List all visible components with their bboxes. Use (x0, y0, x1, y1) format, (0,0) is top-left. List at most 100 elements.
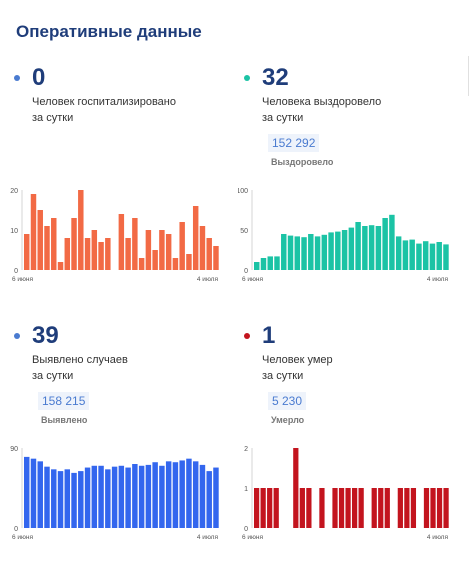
bar (319, 488, 325, 528)
bar (192, 461, 199, 528)
bar-chart: 0 50 100 6 июня 4 июля (238, 188, 449, 283)
bar (422, 241, 429, 270)
panel-deaths: 1 Человек умер за сутки 5 230 Умерло 0 1 2… (238, 316, 464, 566)
panel-hospitalized: 0 Человек госпитализировано за сутки 0 10… (8, 58, 234, 308)
bar (165, 461, 172, 528)
bar (423, 488, 430, 528)
x-tick-label: 4 июля (197, 276, 219, 283)
page-title: Оперативные данные (16, 22, 202, 41)
bar (378, 488, 384, 528)
y-tick-label: 2 (244, 446, 248, 453)
bar (105, 238, 111, 270)
bar (429, 243, 436, 270)
bar (338, 488, 345, 528)
bar (375, 226, 382, 270)
bar (132, 218, 138, 270)
bar (368, 225, 375, 270)
bar (328, 232, 334, 270)
bar (199, 226, 206, 270)
bar (395, 236, 402, 270)
panel-detected: 39 Выявлено случаев за сутки 158 215 Выя… (8, 316, 234, 566)
bar (57, 262, 64, 270)
bullet-dot (244, 333, 250, 339)
bar (179, 222, 185, 270)
headline: 1 (244, 320, 275, 352)
description-line: за сутки (32, 370, 74, 382)
bar (179, 460, 185, 528)
description-line: за сутки (262, 112, 304, 124)
bar-chart: 0 90 6 июня 4 июля (10, 446, 219, 541)
bar (314, 236, 321, 270)
bar (254, 262, 260, 270)
description: Человека выздоровело за сутки (262, 94, 452, 126)
divider (468, 56, 469, 96)
bar (30, 458, 37, 528)
description: Человек госпитализировано за сутки (32, 94, 222, 126)
bar (443, 244, 449, 270)
bar (78, 471, 84, 528)
bar (111, 466, 118, 528)
bar (64, 469, 71, 528)
daily-count: 1 (262, 322, 276, 349)
description-line: Человек умер (262, 354, 333, 366)
bar (410, 488, 417, 528)
y-tick-label: 0 (14, 526, 18, 533)
bar (443, 488, 449, 528)
bar (30, 194, 37, 270)
bullet-dot (14, 333, 20, 339)
bar (51, 218, 57, 270)
total-label: Умерло (271, 415, 305, 425)
total-label: Выздоровело (271, 157, 334, 167)
bar (91, 230, 98, 270)
bar (24, 234, 30, 270)
bar (105, 469, 111, 528)
bar (165, 234, 172, 270)
bar (152, 250, 158, 270)
bar (332, 488, 338, 528)
bar (321, 234, 328, 270)
y-tick-label: 0 (244, 526, 248, 533)
bar (57, 471, 64, 528)
bar (118, 465, 125, 528)
bar (345, 488, 351, 528)
headline: 32 (244, 62, 289, 94)
bar (159, 230, 165, 270)
bar (192, 206, 199, 270)
description-line: за сутки (32, 112, 74, 124)
bar (341, 230, 348, 270)
bar (51, 469, 57, 528)
bar (267, 256, 273, 270)
bar (206, 238, 212, 270)
x-tick-label: 4 июля (427, 534, 449, 541)
bar (389, 214, 395, 270)
description-line: Человек госпитализировано (32, 96, 176, 108)
bar (384, 488, 390, 528)
x-tick-label: 4 июля (197, 534, 219, 541)
bar (416, 243, 422, 270)
description: Выявлено случаев за сутки (32, 352, 222, 384)
bar (308, 234, 314, 270)
daily-count: 0 (32, 64, 46, 91)
bar (335, 231, 341, 270)
x-tick-label: 6 июня (242, 534, 264, 541)
description-line: Человека выздоровело (262, 96, 382, 108)
bar (274, 256, 280, 270)
bar (260, 488, 266, 528)
bar (260, 258, 267, 270)
y-tick-label: 100 (238, 188, 248, 195)
description-line: Выявлено случаев (32, 354, 128, 366)
x-tick-label: 6 июня (12, 534, 34, 541)
bar (301, 237, 307, 270)
daily-count: 32 (262, 64, 289, 91)
bar (186, 458, 192, 528)
bar (294, 236, 301, 270)
bar (172, 258, 179, 270)
bullet-dot (14, 75, 20, 81)
bar (152, 462, 158, 528)
bar (409, 239, 415, 270)
bar-chart: 0 1 2 6 июня 4 июля (242, 446, 449, 541)
bar (382, 218, 388, 270)
bar (125, 467, 131, 528)
x-tick-label: 4 июля (427, 276, 449, 283)
bar (125, 238, 131, 270)
